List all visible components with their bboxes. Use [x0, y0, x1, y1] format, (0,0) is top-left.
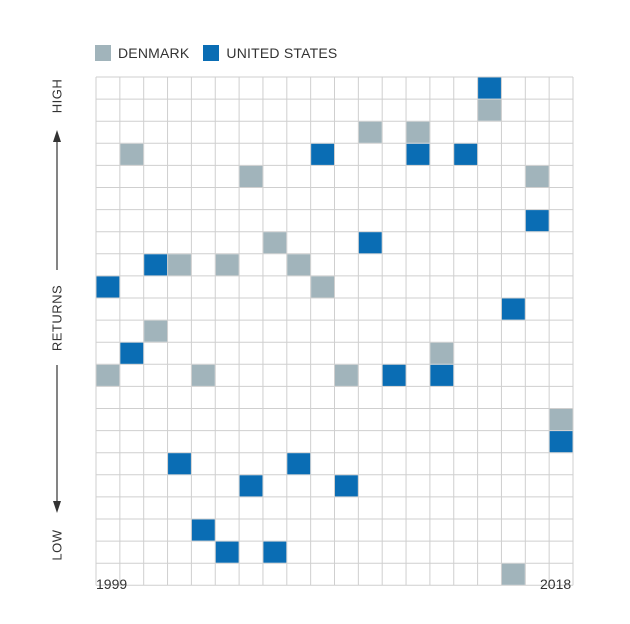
cell-denmark-2017 [525, 165, 549, 187]
cell-united-states-2013 [430, 364, 454, 386]
cell-united-states-2014 [454, 143, 478, 165]
cell-united-states-2007 [287, 453, 311, 475]
cell-denmark-2005 [239, 165, 263, 187]
cell-united-states-2010 [358, 232, 382, 254]
cell-united-states-2000 [120, 342, 144, 364]
y-label-low: LOW [49, 529, 65, 561]
legend-label-united-states: UNITED STATES [226, 45, 338, 61]
grid-lines [95, 76, 574, 586]
cell-denmark-2015 [478, 99, 501, 121]
cell-united-states-2015 [478, 77, 501, 99]
cell-united-states-2017 [525, 210, 549, 232]
cell-denmark-2010 [358, 121, 382, 143]
cell-denmark-1999 [96, 364, 120, 386]
cell-denmark-2009 [335, 364, 358, 386]
cell-united-states-2016 [501, 298, 525, 320]
cell-denmark-2004 [215, 254, 239, 276]
cell-united-states-2002 [168, 453, 191, 475]
legend-item-denmark: DENMARK [95, 45, 189, 61]
cell-united-states-2001 [144, 254, 168, 276]
cell-united-states-2006 [263, 541, 287, 563]
cell-united-states-2012 [406, 143, 430, 165]
cell-denmark-2001 [144, 320, 168, 342]
cell-united-states-2004 [215, 541, 239, 563]
arrow-up-icon [53, 130, 61, 142]
cell-united-states-2018 [549, 431, 573, 453]
cell-united-states-2008 [311, 143, 334, 165]
cell-united-states-2009 [335, 475, 358, 497]
cell-denmark-2008 [311, 276, 334, 298]
cell-united-states-2003 [191, 519, 215, 541]
x-label-start: 1999 [96, 576, 128, 592]
legend-swatch-denmark [95, 45, 111, 61]
cell-denmark-2003 [191, 364, 215, 386]
cell-denmark-2016 [501, 563, 525, 585]
cell-denmark-2007 [287, 254, 311, 276]
legend-swatch-united-states [203, 45, 220, 61]
legend-item-united-states: UNITED STATES [203, 45, 337, 61]
cell-united-states-2011 [382, 364, 406, 386]
legend: DENMARK UNITED STATES [95, 44, 351, 62]
cell-united-states-1999 [96, 276, 120, 298]
cell-denmark-2000 [120, 143, 144, 165]
cell-denmark-2006 [263, 232, 287, 254]
x-label-end: 2018 [540, 576, 572, 592]
cell-denmark-2018 [549, 409, 573, 431]
y-axis-arrows [53, 130, 61, 513]
cell-denmark-2013 [430, 342, 454, 364]
y-label-high: HIGH [49, 78, 65, 114]
arrow-down-icon [53, 501, 61, 513]
y-label-returns: RETURNS [49, 284, 65, 352]
legend-label-denmark: DENMARK [118, 45, 190, 61]
cell-denmark-2002 [168, 254, 191, 276]
cell-denmark-2012 [406, 121, 430, 143]
cell-united-states-2005 [239, 475, 263, 497]
heatmap-cells [96, 77, 573, 585]
